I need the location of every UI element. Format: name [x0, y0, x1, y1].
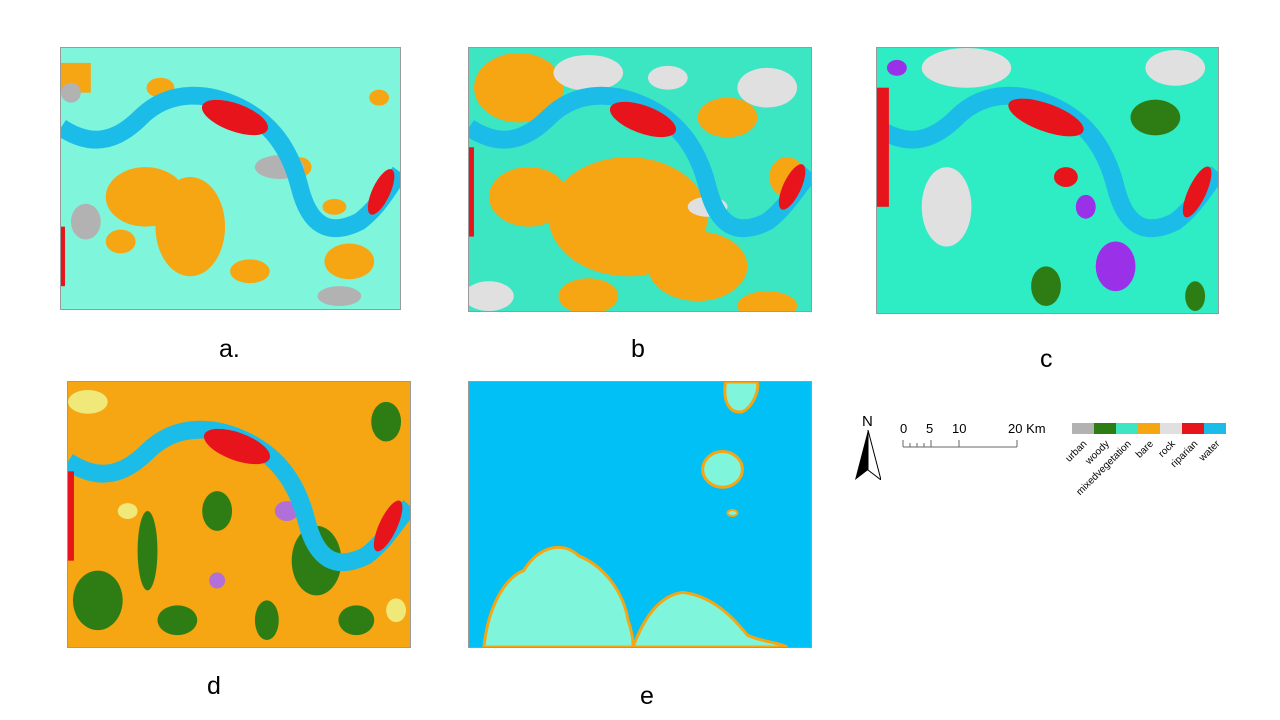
- panel-caption-d: d: [207, 672, 221, 700]
- scale-bar-line: [902, 440, 1018, 448]
- panel-caption-b: b: [631, 335, 645, 363]
- legend-swatch-riparian: [1182, 423, 1204, 434]
- scale-label-20: 20 Km: [1008, 421, 1046, 436]
- map-panel-e: [468, 381, 812, 648]
- scale-label-10: 10: [952, 421, 967, 436]
- legend-swatch-mixedvegetation: [1116, 423, 1138, 434]
- north-arrow: N: [855, 413, 881, 483]
- map-panel-d: [67, 381, 411, 648]
- map-panel-a: [60, 47, 401, 310]
- scale-label-0: 0: [900, 421, 908, 436]
- legend-label-water: water: [1196, 438, 1222, 464]
- north-arrow-icon: [855, 430, 881, 480]
- legend-label-bare: bare: [1133, 438, 1156, 461]
- legend-swatch-urban: [1072, 423, 1094, 434]
- legend-swatch-rock: [1160, 423, 1182, 434]
- panel-caption-e: e: [640, 682, 654, 710]
- scale-label-5: 5: [926, 421, 934, 436]
- panel-caption-c: c: [1040, 345, 1053, 373]
- legend-swatch-woody: [1094, 423, 1116, 434]
- scale-bar: 0 5 10 20 Km: [900, 405, 1060, 455]
- legend-swatch-water: [1204, 423, 1226, 434]
- north-label: N: [862, 413, 873, 430]
- map-panel-b: [468, 47, 812, 312]
- panel-caption-a: a.: [219, 335, 240, 363]
- map-legend: N 0 5 10 20 Km urban woody mixedvegetation…: [850, 405, 1250, 515]
- legend-swatch-bare: [1138, 423, 1160, 434]
- map-panel-c: [876, 47, 1219, 314]
- class-legend: urban woody mixedvegetation bare rock riparia…: [1064, 405, 1242, 515]
